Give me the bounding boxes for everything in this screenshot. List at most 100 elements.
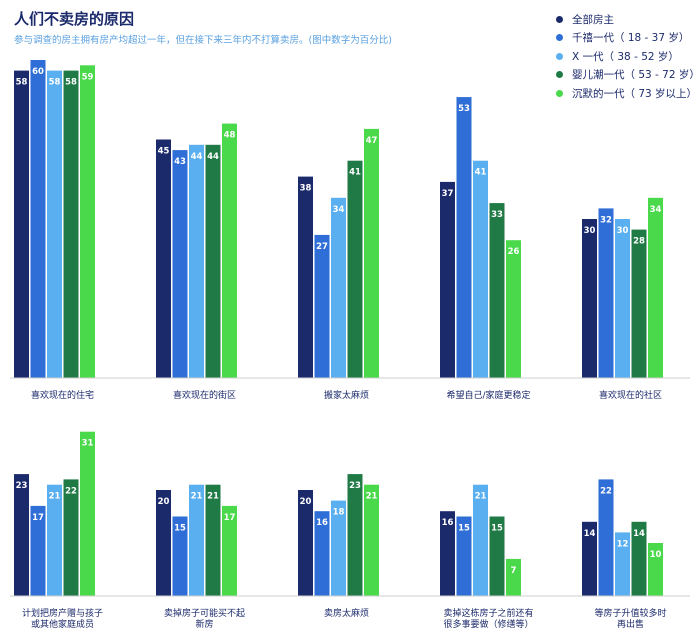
bar — [222, 505, 237, 596]
legend-item: X 一代（ 38 - 52 岁） — [556, 47, 696, 66]
category-label: 很多事要做（修缮等） — [443, 618, 533, 630]
data-label: 58 — [49, 78, 61, 88]
bar — [63, 70, 79, 378]
data-label: 17 — [224, 513, 236, 523]
category-label: 再出售 — [617, 618, 644, 630]
bar — [615, 532, 630, 596]
data-label: 47 — [366, 136, 378, 146]
bar — [314, 511, 330, 596]
bar — [582, 219, 597, 378]
data-label: 48 — [224, 131, 236, 141]
data-label: 15 — [458, 524, 470, 534]
data-label: 33 — [491, 210, 503, 220]
bar — [598, 208, 614, 378]
data-label: 44 — [191, 152, 203, 162]
bar — [189, 484, 204, 596]
bar — [30, 505, 46, 596]
bar — [598, 479, 614, 596]
category-label: 卖掉房子可能买不起 — [164, 607, 245, 619]
bar — [473, 160, 488, 378]
bar — [489, 203, 505, 378]
bar — [615, 219, 630, 378]
bar — [205, 484, 221, 596]
legend-dot-icon — [556, 89, 563, 97]
data-label: 34 — [333, 205, 345, 215]
data-label: 14 — [584, 529, 596, 539]
category-label: 新房 — [195, 618, 213, 630]
data-label: 60 — [32, 67, 44, 77]
data-label: 30 — [617, 226, 629, 236]
data-label: 44 — [207, 152, 219, 162]
data-label: 59 — [82, 72, 94, 82]
data-label: 12 — [617, 539, 629, 549]
data-label: 16 — [442, 518, 454, 528]
bar — [47, 484, 62, 596]
legend-item: 全部房主 — [556, 10, 696, 29]
legend-item: 千禧一代（ 18 - 37 岁） — [556, 29, 696, 48]
bar — [80, 65, 95, 379]
bar — [205, 144, 221, 378]
data-label: 21 — [207, 492, 219, 502]
bar — [30, 60, 46, 378]
data-label: 23 — [349, 481, 361, 491]
bar — [298, 490, 313, 596]
bar — [506, 558, 521, 596]
bar — [172, 516, 188, 596]
data-label: 20 — [158, 497, 170, 507]
bar — [364, 128, 379, 378]
bar — [582, 521, 597, 596]
bar — [456, 97, 472, 378]
category-label: 卖掉这栋房子之前还有 — [443, 607, 533, 619]
legend-label: 千禧一代（ 18 - 37 岁） — [572, 32, 690, 45]
bar — [631, 521, 647, 596]
legend-label: 全部房主 — [572, 13, 614, 26]
legend-label: 婴儿潮一代（ 53 - 72 岁） — [572, 69, 696, 82]
legend-dot-icon — [556, 34, 563, 42]
data-label: 58 — [16, 78, 28, 88]
category-label: 搬家太麻烦 — [324, 389, 369, 401]
data-label: 23 — [16, 481, 28, 491]
data-label: 21 — [191, 492, 203, 502]
legend-item: 沉默的一代（ 73 岁以上） — [556, 84, 696, 103]
legend-label: X 一代（ 38 - 52 岁） — [572, 50, 679, 63]
data-label: 45 — [158, 147, 170, 157]
bar — [298, 176, 313, 378]
page-title: 人们不卖房的原因 — [14, 10, 135, 28]
data-label: 17 — [32, 513, 44, 523]
bar — [14, 70, 29, 378]
bar — [347, 474, 363, 596]
bar — [156, 490, 171, 596]
chart-legend: 全部房主 千禧一代（ 18 - 37 岁） X 一代（ 38 - 52 岁） 婴… — [556, 10, 696, 103]
category-label: 或其他家庭成员 — [31, 618, 94, 630]
bar — [648, 197, 663, 378]
bar — [506, 240, 521, 378]
data-label: 22 — [65, 486, 77, 496]
bar — [189, 144, 204, 378]
category-label: 喜欢现在的街区 — [173, 389, 236, 401]
data-label: 15 — [491, 524, 503, 534]
legend-dot-icon — [556, 15, 563, 23]
data-label: 38 — [300, 184, 312, 194]
bar — [14, 474, 29, 596]
bar — [80, 431, 95, 596]
bar — [440, 181, 455, 378]
bar — [631, 229, 647, 378]
data-label: 58 — [65, 78, 77, 88]
data-label: 20 — [300, 497, 312, 507]
category-label: 卖房太麻烦 — [324, 607, 369, 619]
category-label: 希望自己/家庭更稳定 — [446, 389, 530, 401]
category-label: 喜欢现在的社区 — [599, 389, 662, 401]
bar — [172, 150, 188, 378]
data-label: 7 — [511, 566, 517, 576]
data-label: 21 — [366, 492, 378, 502]
bar — [364, 484, 379, 596]
bar — [47, 70, 62, 378]
data-label: 26 — [508, 247, 520, 257]
bar — [648, 543, 663, 596]
legend-dot-icon — [556, 71, 563, 79]
legend-item: 婴儿潮一代（ 53 - 72 岁） — [556, 66, 696, 85]
page-subtitle: 参与调查的房主拥有房产均超过一年，但在接下来三年内不打算卖房。(图中数字为百分比… — [14, 35, 392, 46]
data-label: 14 — [633, 529, 645, 539]
bar — [347, 160, 363, 378]
